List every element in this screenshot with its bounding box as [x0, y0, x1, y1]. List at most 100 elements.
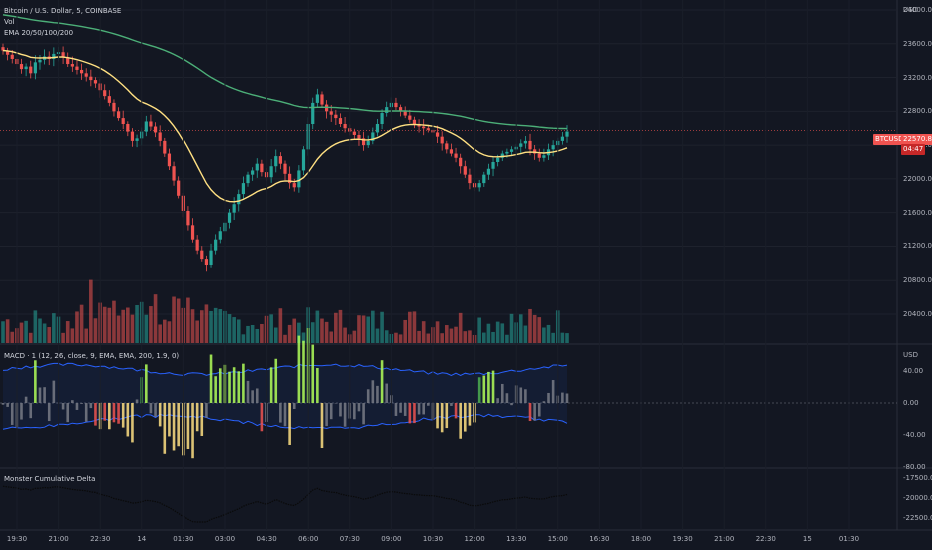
volume-bar	[505, 334, 509, 343]
volume-bar	[190, 309, 195, 343]
candle-body	[445, 143, 449, 150]
volume-bar	[209, 310, 213, 343]
macd-histogram-bar	[145, 364, 148, 403]
candle-body	[357, 134, 361, 139]
volume-bar	[42, 323, 47, 343]
candle-body	[468, 174, 472, 184]
volume-bar	[384, 330, 389, 343]
price-axis-tick: 21200.00	[903, 242, 932, 251]
macd-histogram-bar	[422, 403, 425, 415]
volume-bar	[343, 327, 347, 343]
price-axis-tick: 21600.00	[903, 208, 932, 217]
macd-axis-tick: -40.00	[903, 431, 926, 439]
volume-bar	[417, 330, 421, 343]
volume-bar	[167, 321, 172, 343]
macd-histogram-bar	[279, 403, 282, 423]
volume-bar	[236, 319, 241, 343]
candle-body	[29, 66, 33, 74]
volume-bar	[477, 317, 481, 343]
ema-legend[interactable]: EMA 20/50/100/200	[4, 29, 74, 37]
ema-slow-line	[2, 14, 568, 130]
volume-bar	[468, 330, 472, 343]
volume-legend[interactable]: Vol	[4, 18, 15, 26]
volume-bar	[338, 309, 343, 343]
macd-histogram-bar	[500, 383, 504, 403]
volume-bar	[394, 332, 398, 343]
time-axis-tick: 16:30	[589, 535, 610, 543]
candle-body	[52, 53, 56, 59]
macd-histogram-bar	[371, 380, 375, 403]
candle-body	[496, 157, 500, 162]
volume-bar	[102, 306, 107, 343]
candle-body	[126, 124, 130, 132]
candle-body	[343, 124, 347, 129]
macd-histogram-bar	[1, 403, 5, 405]
volume-bar	[278, 308, 283, 343]
volume-bar	[454, 326, 458, 343]
candle-body	[241, 183, 245, 195]
macd-histogram-bar	[459, 403, 462, 439]
candle-body	[542, 155, 546, 158]
macd-histogram-bar	[163, 403, 167, 454]
price-axis-tick: 20800.00	[903, 276, 932, 285]
volume-bar	[412, 311, 417, 343]
macd-histogram-bar	[413, 403, 416, 424]
volume-bar	[357, 315, 361, 343]
time-axis-tick: 22:30	[755, 535, 776, 543]
macd-histogram-bar	[450, 403, 453, 406]
candle-body	[560, 136, 564, 141]
candle-body	[398, 107, 403, 112]
macd-histogram-bar	[218, 368, 222, 403]
volume-bar	[532, 314, 537, 343]
cumulative-delta-line	[2, 485, 568, 523]
macd-histogram-bar	[131, 403, 134, 443]
volume-bar	[61, 332, 65, 343]
time-axis-tick: 21:00	[48, 535, 69, 543]
macd-histogram-bar	[269, 367, 273, 403]
volume-bar	[565, 333, 569, 343]
candle-body	[190, 225, 195, 240]
candle-body	[334, 114, 338, 119]
candle-body	[297, 170, 301, 188]
volume-bar	[144, 314, 149, 343]
candle-body	[172, 166, 176, 181]
candle-body	[144, 121, 148, 132]
volume-bar	[560, 332, 565, 343]
volume-bar	[445, 325, 449, 343]
candle-body	[75, 66, 79, 70]
volume-bar	[232, 317, 236, 343]
macd-histogram-bar	[542, 401, 546, 403]
volume-bar	[380, 311, 384, 343]
candle-body	[533, 149, 537, 154]
volume-bar	[352, 330, 357, 343]
time-axis-tick: 01:30	[838, 535, 860, 543]
candle-body	[10, 54, 14, 59]
macd-histogram-bar	[71, 400, 74, 403]
volume-bar	[52, 313, 56, 343]
candle-body	[84, 73, 88, 77]
price-axis-tick: 23600.00	[903, 39, 932, 48]
candle-body	[246, 174, 250, 184]
macd-histogram-bar	[353, 403, 356, 420]
candle-body	[288, 173, 292, 184]
macd-histogram-bar	[427, 403, 430, 406]
macd-histogram-bar	[242, 363, 245, 403]
time-axis-tick: 07:30	[339, 535, 360, 543]
macd-histogram-bar	[366, 389, 370, 403]
delta-legend[interactable]: Monster Cumulative Delta	[4, 475, 96, 483]
price-axis-tick: 24000.00	[903, 6, 932, 14]
delta-axis-tick: -22500.00	[903, 514, 932, 522]
volume-bar	[84, 328, 89, 343]
candle-body	[130, 131, 135, 141]
macd-histogram-bar	[528, 403, 532, 422]
macd-legend[interactable]: MACD · 1 (12, 26, close, 9, EMA, EMA, 20…	[4, 352, 180, 360]
macd-histogram-bar	[537, 403, 541, 417]
macd-histogram-bar	[168, 403, 171, 437]
candle-body	[149, 121, 153, 127]
volume-bar	[528, 308, 532, 343]
symbol-legend[interactable]: Bitcoin / U.S. Dollar, 5, COINBASE	[4, 7, 122, 15]
macd-histogram-bar	[565, 393, 569, 403]
time-axis-tick: 03:00	[214, 535, 236, 543]
time-axis-tick: 04:30	[256, 535, 277, 543]
